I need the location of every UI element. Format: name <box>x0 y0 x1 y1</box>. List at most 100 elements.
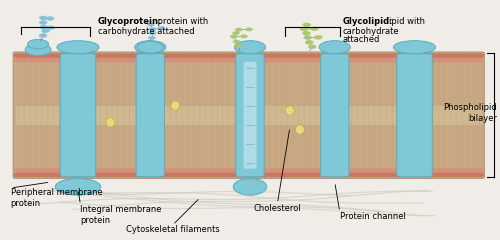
Circle shape <box>286 170 295 174</box>
Circle shape <box>67 168 76 172</box>
Circle shape <box>441 173 451 177</box>
Circle shape <box>421 173 431 177</box>
Circle shape <box>13 173 23 177</box>
Circle shape <box>58 56 66 60</box>
Circle shape <box>388 170 396 174</box>
Circle shape <box>149 31 156 35</box>
Ellipse shape <box>319 41 350 54</box>
Circle shape <box>80 168 90 172</box>
Circle shape <box>188 168 196 172</box>
Circle shape <box>374 53 384 58</box>
Circle shape <box>179 56 188 60</box>
Circle shape <box>442 168 450 172</box>
Circle shape <box>321 58 330 62</box>
Circle shape <box>408 173 418 177</box>
Circle shape <box>60 53 70 58</box>
Circle shape <box>248 58 256 62</box>
Circle shape <box>27 168 36 172</box>
Circle shape <box>254 168 264 172</box>
Circle shape <box>233 40 240 43</box>
Circle shape <box>360 56 369 60</box>
Circle shape <box>114 168 123 172</box>
Circle shape <box>274 53 284 58</box>
Circle shape <box>455 58 464 62</box>
Circle shape <box>260 170 268 174</box>
Circle shape <box>20 58 30 62</box>
Circle shape <box>127 173 137 177</box>
Circle shape <box>394 173 404 177</box>
Circle shape <box>461 53 471 58</box>
Circle shape <box>154 168 163 172</box>
Circle shape <box>320 56 328 60</box>
Circle shape <box>80 58 90 62</box>
Circle shape <box>154 58 163 62</box>
Circle shape <box>80 53 90 58</box>
Ellipse shape <box>28 39 48 49</box>
Circle shape <box>240 173 250 177</box>
Circle shape <box>361 168 370 172</box>
FancyBboxPatch shape <box>236 54 264 177</box>
Circle shape <box>147 53 157 58</box>
Circle shape <box>314 173 324 177</box>
Circle shape <box>308 173 317 177</box>
Circle shape <box>294 170 302 174</box>
Circle shape <box>261 58 270 62</box>
Circle shape <box>314 58 324 62</box>
Circle shape <box>327 56 336 60</box>
Text: Glycoprotein:: Glycoprotein: <box>98 17 162 26</box>
Circle shape <box>307 170 316 174</box>
Circle shape <box>226 170 234 174</box>
Text: Glycolipid:: Glycolipid: <box>342 17 392 26</box>
Circle shape <box>268 58 276 62</box>
FancyBboxPatch shape <box>244 62 256 169</box>
Circle shape <box>455 168 464 172</box>
Circle shape <box>348 173 358 177</box>
Circle shape <box>168 58 176 62</box>
Circle shape <box>354 168 364 172</box>
Circle shape <box>340 170 349 174</box>
Circle shape <box>74 53 84 58</box>
Circle shape <box>401 170 409 174</box>
Circle shape <box>172 56 180 60</box>
Circle shape <box>201 168 210 172</box>
Circle shape <box>301 168 310 172</box>
Circle shape <box>381 56 390 60</box>
Circle shape <box>114 58 123 62</box>
Circle shape <box>194 58 203 62</box>
Circle shape <box>368 168 377 172</box>
Circle shape <box>94 53 104 58</box>
Circle shape <box>132 170 140 174</box>
Circle shape <box>227 173 237 177</box>
Ellipse shape <box>25 44 51 56</box>
Circle shape <box>226 56 234 60</box>
Circle shape <box>448 56 456 60</box>
Circle shape <box>287 53 297 58</box>
Circle shape <box>354 58 364 62</box>
Circle shape <box>200 173 210 177</box>
Text: attached: attached <box>342 35 380 44</box>
Ellipse shape <box>394 41 436 54</box>
Circle shape <box>348 168 357 172</box>
Circle shape <box>286 56 295 60</box>
Circle shape <box>320 170 328 174</box>
Circle shape <box>74 58 83 62</box>
Circle shape <box>388 173 398 177</box>
Circle shape <box>74 173 84 177</box>
Circle shape <box>354 170 362 174</box>
FancyBboxPatch shape <box>60 54 96 177</box>
Circle shape <box>92 56 100 60</box>
Circle shape <box>475 170 484 174</box>
Ellipse shape <box>57 41 99 54</box>
Circle shape <box>328 168 337 172</box>
Circle shape <box>368 53 378 58</box>
Circle shape <box>475 168 484 172</box>
Circle shape <box>308 45 316 49</box>
Circle shape <box>221 168 230 172</box>
Circle shape <box>128 58 136 62</box>
Circle shape <box>174 53 184 58</box>
Circle shape <box>118 56 126 60</box>
Circle shape <box>167 53 177 58</box>
Circle shape <box>274 173 284 177</box>
Circle shape <box>199 56 207 60</box>
Circle shape <box>274 168 283 172</box>
